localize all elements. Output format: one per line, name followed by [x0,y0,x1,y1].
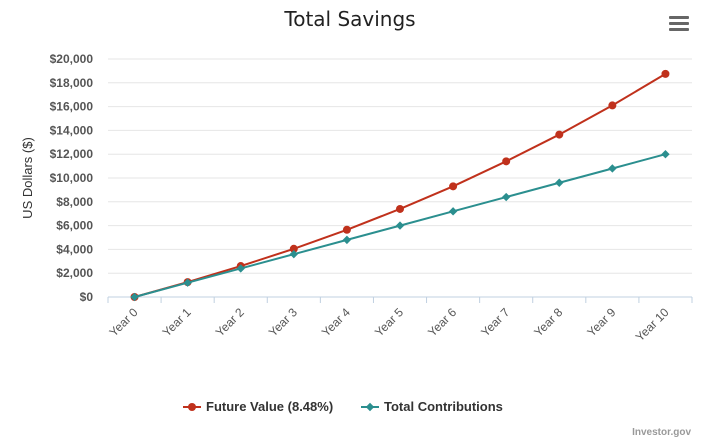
data-point [183,278,192,287]
series-group [130,69,670,302]
x-tick-label: Year 4 [319,305,353,339]
data-point [661,150,670,159]
chart-title: Total Savings [283,7,415,31]
data-point [342,235,352,245]
y-tick-label: $4,000 [56,242,93,256]
x-tick-label: Year 1 [160,305,194,339]
credit-link[interactable]: Investor.gov [632,427,691,438]
y-tick-label: $12,000 [50,147,94,161]
x-tick-label: Year 5 [372,305,406,339]
series-1 [130,69,670,301]
y-tick-label: $14,000 [50,123,94,137]
legend-label: Future Value (8.48%) [206,399,333,414]
x-tick-label: Year 8 [531,305,565,339]
x-axis: Year 0 Year 1 Year 2 Year 3 Year 4 Year 5 Year… [107,296,693,344]
data-point [502,157,511,166]
series-line [134,73,666,298]
data-point [555,130,564,139]
legend-marker [188,403,196,411]
y-axis-label: US Dollars ($) [20,137,35,219]
data-point [501,192,511,202]
x-tick-label: Year 7 [478,305,512,339]
data-point [608,101,617,110]
y-tick-label: $18,000 [50,76,94,90]
data-point [555,178,564,187]
x-tick-label: Year 9 [584,305,618,339]
y-tick-label: $20,000 [50,52,94,66]
y-tick-label: $16,000 [50,100,94,114]
y-tick-label: $2,000 [56,266,93,280]
hamburger-menu-icon[interactable] [664,12,694,36]
data-point [236,264,245,273]
x-tick-label: Year 6 [425,305,459,339]
legend-marker [365,402,375,412]
y-tick-label: $10,000 [50,171,94,185]
series-2 [130,150,670,302]
data-point [608,164,617,173]
data-point [661,69,670,78]
data-point [130,292,139,302]
data-point [289,244,298,253]
data-point [395,221,405,230]
data-point [342,225,351,234]
x-tick-label: Year 0 [107,305,141,339]
x-tick-label: Year 2 [213,305,247,339]
x-tick-label: Year 10 [633,305,672,344]
data-point [289,249,299,259]
data-point [448,207,458,216]
y-tick-label: $6,000 [56,219,93,233]
legend-item[interactable]: Total Contributions [361,399,503,414]
legend-item[interactable]: Future Value (8.48%) [183,399,333,414]
legend: Future Value (8.48%) Total Contributions [183,399,503,414]
y-tick-label: $8,000 [56,195,93,209]
gridlines [108,58,692,274]
legend-label: Total Contributions [384,399,503,414]
data-point [396,204,404,213]
y-tick-label: $0 [80,290,94,304]
x-tick-label: Year 3 [266,305,300,339]
data-point [449,182,458,191]
y-axis-ticks: $0 $2,000 $4,000 $6,000 $8,000 $10,000 $12,000… [50,52,94,304]
